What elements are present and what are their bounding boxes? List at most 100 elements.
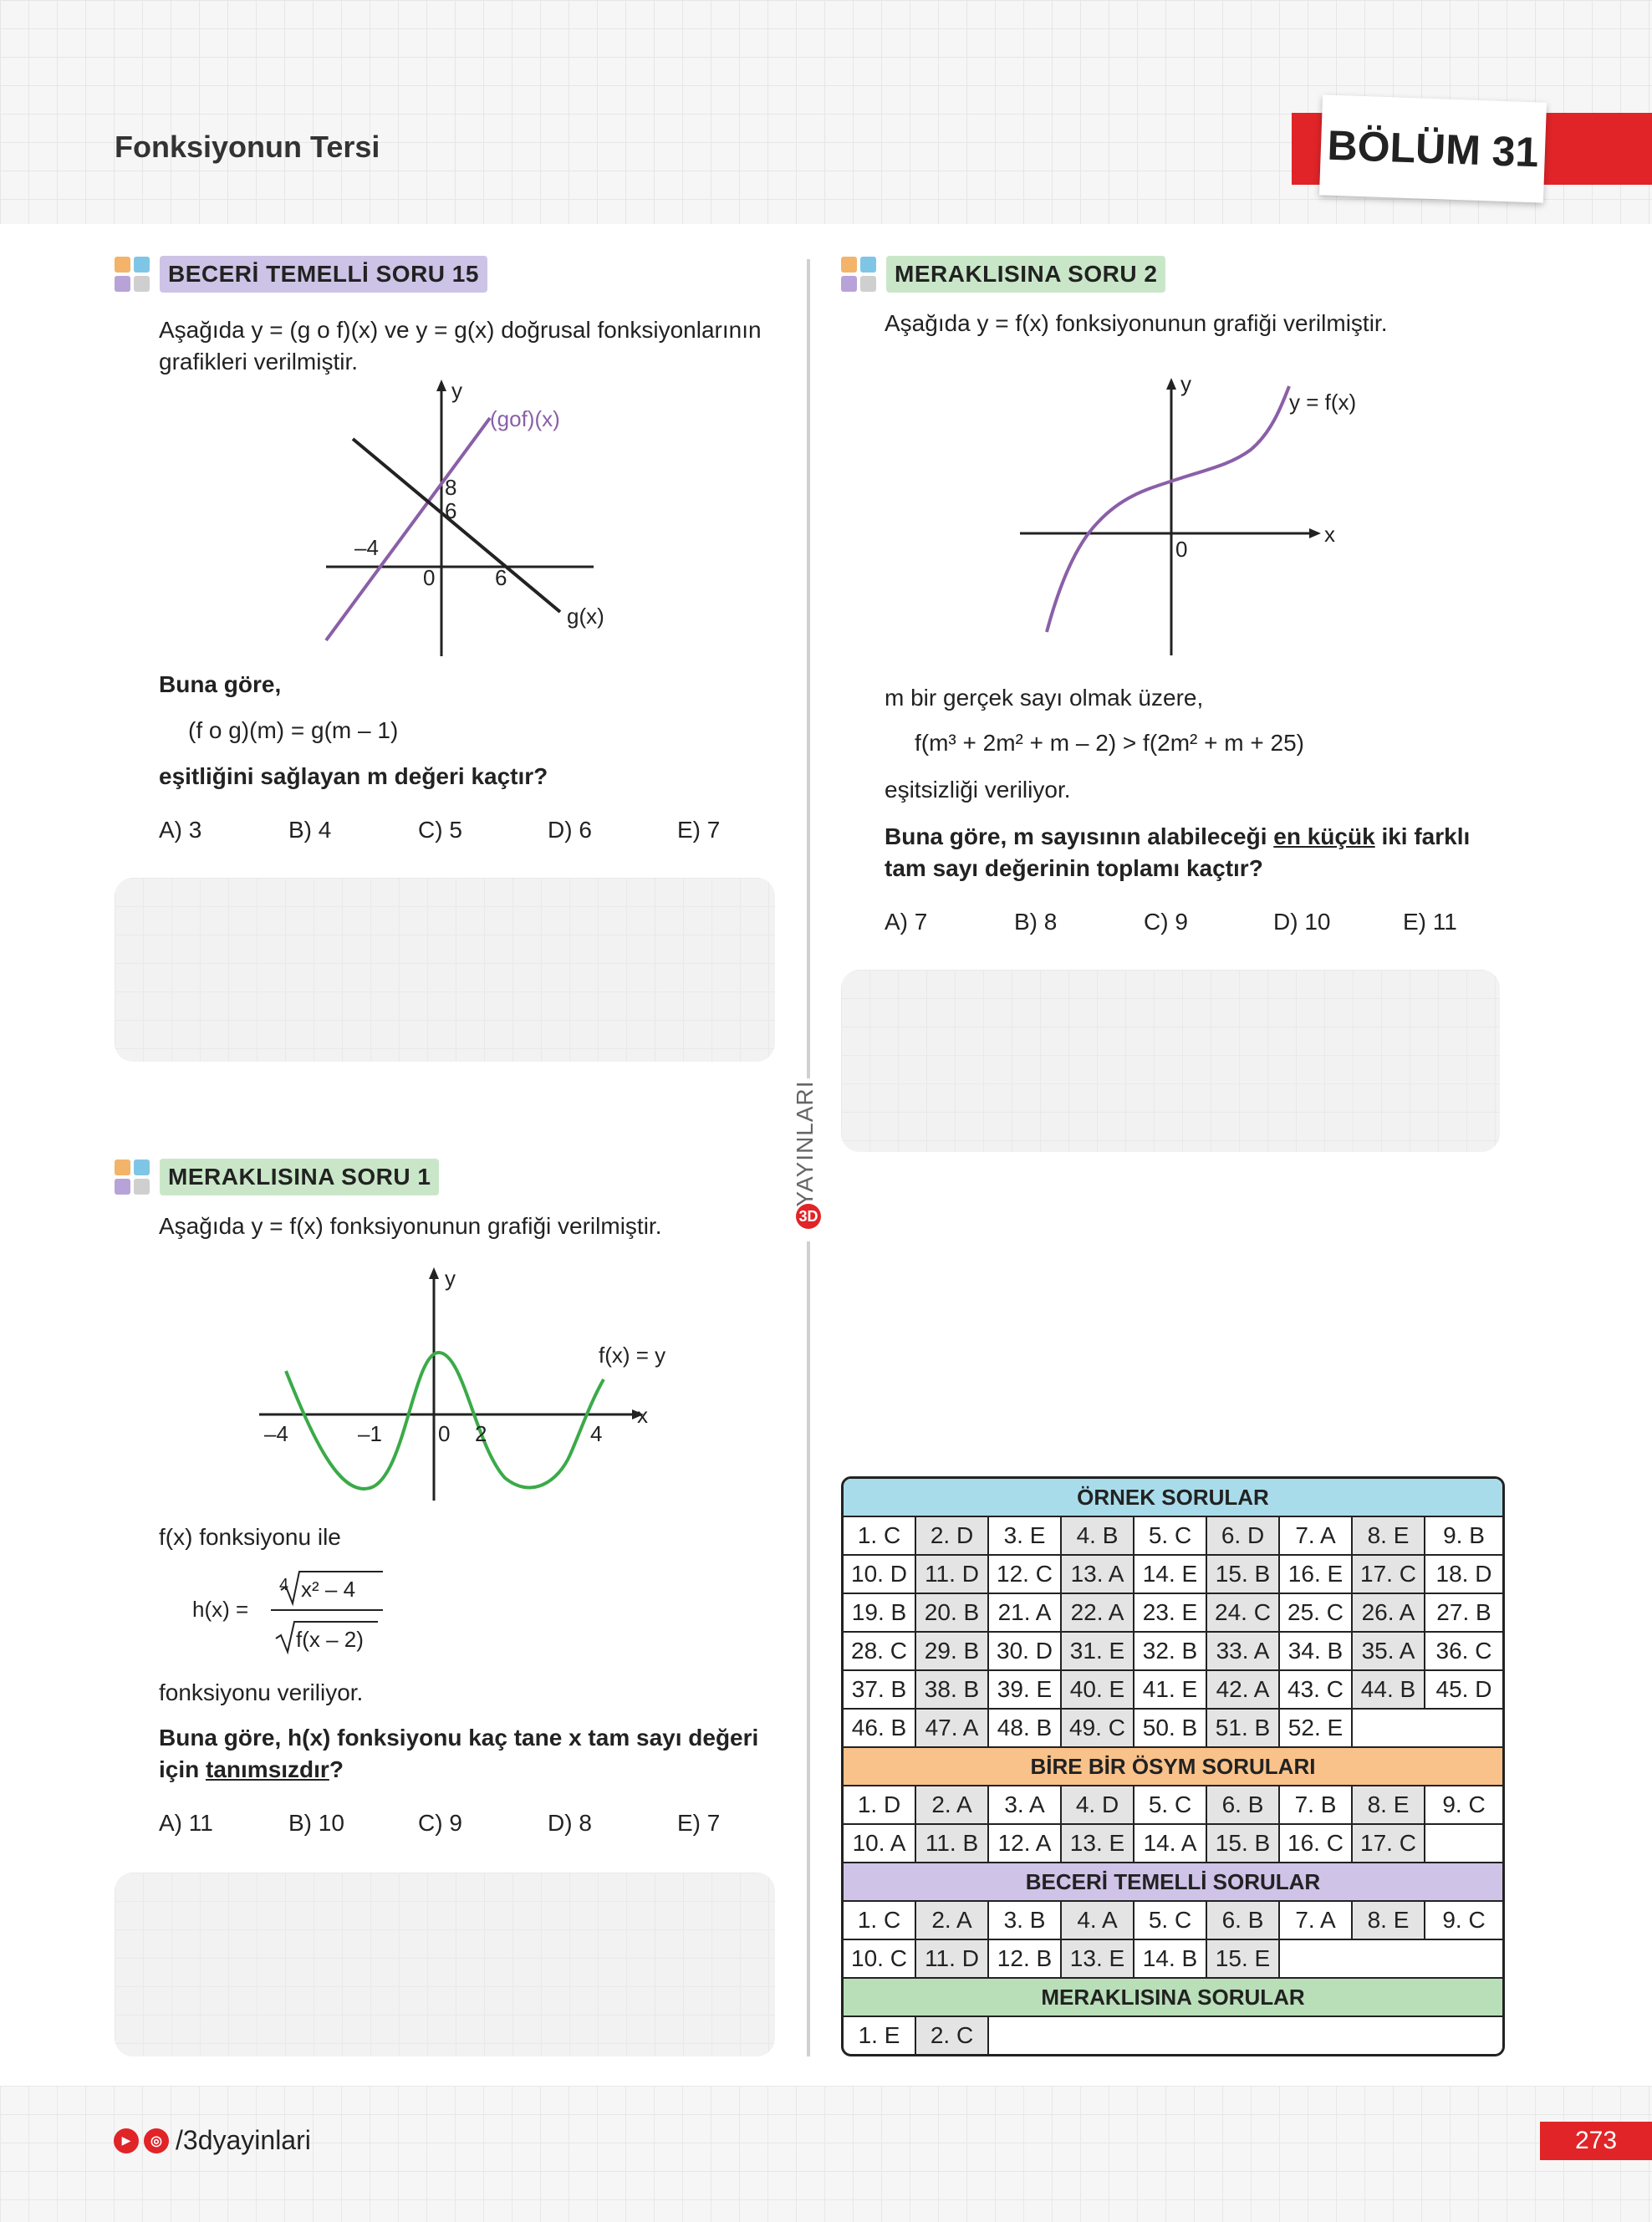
answer-cell: 17. C [1353, 1556, 1425, 1593]
q3-inequality: f(m³ + 2m² + m – 2) > f(2m² + m + 25) [915, 730, 1304, 756]
answer-cell: 16. C [1280, 1825, 1353, 1862]
q2-option-d[interactable]: D) 8 [548, 1810, 592, 1836]
q1-intro-line2: grafikleri verilmiştir. [159, 349, 359, 375]
q1-option-b[interactable]: B) 4 [288, 817, 332, 843]
q2-h-den-radical [275, 1621, 378, 1655]
answer-cell: 46. B [844, 1710, 916, 1746]
answer-row: 1. E 2. C [844, 2017, 1502, 2054]
q3-line1: m bir gerçek sayı olmak üzere, [885, 685, 1204, 711]
answer-cell: 7. B [1280, 1786, 1353, 1823]
q3-header: MERAKLISINA SORU 2 [841, 256, 1166, 293]
answer-cell: 11. D [916, 1940, 989, 1977]
grid-icon [115, 257, 150, 292]
q1-option-a[interactable]: A) 3 [159, 817, 202, 843]
q1-tick-6x: 6 [495, 565, 507, 590]
answer-cell: 13. E [1062, 1940, 1134, 1977]
q1-question: eşitliğini sağlayan m değeri kaçtır? [159, 763, 548, 789]
answer-row: 1. C 2. A 3. B 4. A 5. C 6. B 7. A 8. E 9. C [844, 1902, 1502, 1940]
q1-work-area[interactable] [115, 878, 775, 1062]
answer-cell: 14. E [1134, 1556, 1207, 1593]
q1-option-e[interactable]: E) 7 [677, 817, 721, 843]
q2-option-c[interactable]: C) 9 [418, 1810, 462, 1836]
answer-cell: 4. D [1062, 1786, 1134, 1823]
q1-header: BECERİ TEMELLİ SORU 15 [115, 256, 487, 293]
answer-cell: 42. A [1207, 1671, 1280, 1708]
q2-badge: MERAKLISINA SORU 1 [160, 1159, 440, 1195]
q3-tick-0: 0 [1175, 537, 1187, 562]
answer-cell-empty [1280, 1940, 1502, 1977]
answer-cell: 14. A [1134, 1825, 1207, 1862]
answer-cell: 3. E [989, 1517, 1062, 1554]
answer-cell: 14. B [1134, 1940, 1207, 1977]
q3-question-suffix: iki farklı [1374, 823, 1471, 849]
q1-option-d[interactable]: D) 6 [548, 817, 592, 843]
answer-row: 1. C 2. D 3. E 4. B 5. C 6. D 7. A 8. E 9. B [844, 1517, 1502, 1556]
q2-question-line2: için tanımsızdır? [159, 1754, 344, 1786]
q1-tick-minus4: –4 [354, 535, 379, 560]
answer-cell: 5. C [1134, 1902, 1207, 1939]
answer-cell: 15. B [1207, 1556, 1280, 1593]
answer-cell: 1. E [844, 2017, 916, 2054]
answer-section-meraklisina: MERAKLISINA SORULAR [844, 1977, 1502, 2017]
answer-cell: 8. E [1353, 1902, 1425, 1939]
q3-option-b[interactable]: B) 8 [1014, 909, 1058, 935]
q2-header: MERAKLISINA SORU 1 [115, 1159, 440, 1195]
y-axis-arrow [436, 380, 446, 391]
social-handle[interactable]: /3dyayinlari [176, 2125, 311, 2155]
grid-icon [841, 257, 876, 292]
answer-cell: 11. B [916, 1825, 989, 1862]
answer-section-beceri: BECERİ TEMELLİ SORULAR [844, 1862, 1502, 1902]
q2-option-b[interactable]: B) 10 [288, 1810, 344, 1836]
answer-cell: 20. B [916, 1594, 989, 1631]
q1-tick-0: 0 [423, 565, 435, 590]
instagram-icon[interactable]: ◎ [144, 2128, 169, 2153]
q2-tick-4: 4 [590, 1421, 602, 1446]
answer-cell: 27. B [1436, 1599, 1491, 1625]
answer-cell: 35. A [1353, 1633, 1425, 1669]
answer-cell: 15. E [1207, 1940, 1280, 1977]
q3-option-c[interactable]: C) 9 [1144, 909, 1188, 935]
answer-cell: 33. A [1207, 1633, 1280, 1669]
q2-option-e[interactable]: E) 7 [677, 1810, 721, 1836]
q3-option-e[interactable]: E) 11 [1403, 909, 1457, 935]
answer-cell: 41. E [1134, 1671, 1207, 1708]
answer-cell: 4. B [1062, 1517, 1134, 1554]
answer-cell: 2. A [916, 1902, 989, 1939]
answer-cell: 10. C [844, 1940, 916, 1977]
answer-cell: 9. C [1442, 1791, 1486, 1817]
q1-equation: (f o g)(m) = g(m – 1) [188, 717, 399, 743]
answer-cell: 9. C [1442, 1907, 1486, 1933]
q1-lead: Buna göre, [159, 671, 282, 697]
answer-cell: 48. B [989, 1710, 1062, 1746]
q3-badge: MERAKLISINA SORU 2 [886, 256, 1166, 293]
answer-cell: 2. D [916, 1517, 989, 1554]
q2-work-area[interactable] [115, 1873, 775, 2056]
q2-intro: Aşağıda y = f(x) fonksiyonunun grafiği v… [159, 1213, 662, 1239]
youtube-icon[interactable]: ▶ [114, 2128, 139, 2153]
answer-cell: 8. E [1353, 1786, 1425, 1823]
answer-section-ornek: ÖRNEK SORULAR [844, 1479, 1502, 1517]
q2-h-denominator: f(x – 2) [296, 1627, 364, 1652]
q2-h-numerator: x² – 4 [301, 1577, 355, 1602]
answer-row: 37. B 38. B 39. E 40. E 41. E 42. A 43. C 44. B… [844, 1671, 1502, 1710]
grid-icon [115, 1159, 150, 1195]
q2-x-label: x [637, 1403, 648, 1428]
answer-cell: 7. A [1280, 1902, 1353, 1939]
q2-h-lhs: h(x) = [192, 1597, 248, 1622]
answer-cell: 12. B [989, 1940, 1062, 1977]
q1-option-c[interactable]: C) 5 [418, 817, 462, 843]
q2-graph: y x f(x) = y –4 –1 0 2 4 [259, 1266, 665, 1501]
q2-option-a[interactable]: A) 11 [159, 1810, 213, 1836]
answer-rows-beceri: 1. C 2. A 3. B 4. A 5. C 6. B 7. A 8. E 9. C 10. … [844, 1902, 1502, 1977]
q3-x-label: x [1324, 522, 1335, 547]
answer-cell: 3. A [989, 1786, 1062, 1823]
q2-question-underlined: tanımsızdır [206, 1756, 329, 1782]
answer-cell: 22. A [1062, 1594, 1134, 1631]
q3-line2: eşitsizliği veriliyor. [885, 777, 1071, 803]
q3-work-area[interactable] [841, 970, 1500, 1152]
answer-cell-empty [989, 2017, 1502, 2054]
answer-cell: 30. D [989, 1633, 1062, 1669]
y-axis-arrow [1166, 378, 1176, 390]
q3-option-a[interactable]: A) 7 [885, 909, 928, 935]
q3-option-d[interactable]: D) 10 [1273, 909, 1331, 935]
